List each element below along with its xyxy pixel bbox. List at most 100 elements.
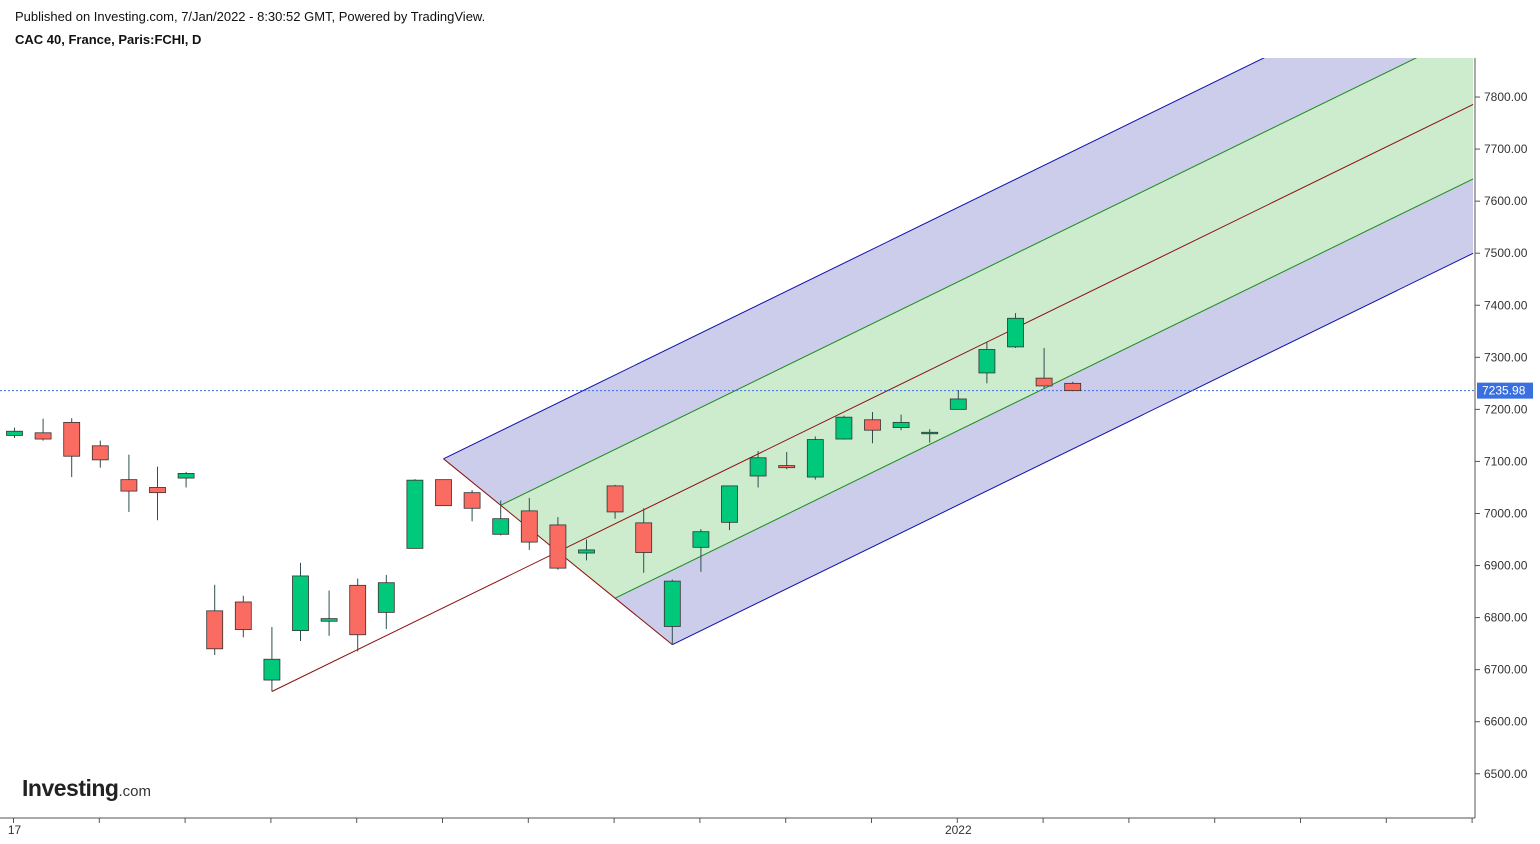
candle	[120, 454, 138, 512]
candle	[606, 484, 624, 519]
candle	[1064, 381, 1082, 392]
instrument-title: CAC 40, France, Paris:FCHI, D	[15, 32, 202, 47]
candle-body	[635, 522, 653, 553]
candle-body	[978, 349, 996, 374]
candle	[692, 529, 710, 572]
candle-body	[1064, 382, 1082, 392]
candle	[635, 508, 653, 573]
y-tick-label: 7500.00	[1484, 246, 1528, 260]
candle-body	[149, 487, 166, 494]
candle-body	[492, 518, 510, 535]
candle	[806, 436, 824, 480]
y-tick-label: 7300.00	[1484, 350, 1528, 364]
andrews-pitchfork	[271, 58, 1474, 692]
candle	[206, 584, 224, 656]
candle	[263, 626, 281, 692]
candle-body	[463, 492, 481, 509]
candle	[320, 590, 338, 636]
candle-body	[520, 510, 538, 543]
candle-body	[778, 465, 796, 469]
last-price-label: 7235.98	[1482, 384, 1526, 398]
candle	[520, 497, 538, 550]
candle	[892, 414, 910, 431]
candle-body	[320, 618, 338, 622]
y-tick-label: 6800.00	[1484, 611, 1528, 625]
candle	[292, 562, 309, 642]
candle	[149, 466, 166, 521]
candle-body	[406, 479, 424, 549]
candle-body	[263, 658, 281, 681]
candle	[778, 452, 796, 470]
pitchfork-upper-line	[443, 58, 1265, 460]
candle	[463, 490, 481, 522]
candle	[435, 479, 452, 507]
candle-body	[34, 432, 52, 440]
candle	[949, 390, 967, 410]
candle-body	[692, 531, 710, 548]
pitchfork-upper-outer-band	[443, 58, 1417, 506]
candle-body	[377, 582, 395, 613]
candle	[549, 517, 567, 570]
candle-body	[177, 472, 195, 479]
pitchfork-inner-band	[500, 58, 1474, 599]
last-price-tag	[1477, 382, 1533, 399]
y-tick-label: 6600.00	[1484, 715, 1528, 729]
investing-logo: Investing.com	[22, 775, 151, 802]
candle-body	[663, 580, 681, 627]
candle-body	[606, 485, 624, 513]
pitchfork-lower-line	[672, 252, 1474, 646]
candle-body	[120, 479, 138, 492]
candle-body	[435, 479, 452, 507]
candle-body	[892, 421, 910, 428]
y-tick-label: 6500.00	[1484, 767, 1528, 781]
y-tick-label: 7400.00	[1484, 298, 1528, 312]
logo-tld: .com	[118, 783, 151, 800]
y-tick-label: 7700.00	[1484, 142, 1528, 156]
candle-body	[63, 421, 81, 457]
candle-body	[1007, 317, 1024, 348]
candle-body	[921, 431, 939, 435]
candle	[234, 595, 252, 638]
candle	[864, 411, 881, 444]
candle	[749, 451, 767, 488]
candle	[921, 429, 939, 443]
candle-body	[549, 524, 567, 569]
candle-body	[806, 439, 824, 478]
candle	[492, 500, 510, 536]
axes: 6500.00 6600.00 6700.00 6800.00 6900.00 7000.…	[0, 58, 1533, 837]
candles-group	[6, 313, 1082, 692]
candle-body	[949, 398, 967, 410]
candle	[377, 574, 395, 630]
candle-body	[721, 485, 738, 523]
candle	[34, 418, 52, 441]
candle-body	[6, 430, 23, 436]
y-tick-label: 7800.00	[1484, 90, 1528, 104]
published-line: Published on Investing.com, 7/Jan/2022 -…	[15, 9, 486, 24]
y-tick-label: 7200.00	[1484, 402, 1528, 416]
candle-body	[578, 549, 595, 554]
candle	[1007, 313, 1024, 348]
x-tick-label: 17	[8, 823, 22, 837]
y-tick-label: 7600.00	[1484, 194, 1528, 208]
candle-body	[749, 457, 767, 477]
pitchfork-lower-outer-band	[615, 178, 1474, 645]
candle	[406, 479, 424, 549]
candle	[177, 471, 195, 488]
candle	[835, 415, 853, 440]
candle	[578, 539, 595, 561]
candle	[1035, 347, 1053, 389]
candle-body	[234, 601, 252, 630]
candle	[6, 427, 23, 438]
pitchfork-median-line	[271, 104, 1474, 692]
pitchfork-upper-inner-line	[500, 58, 1418, 506]
candle-body	[91, 445, 109, 461]
y-tick-label: 7100.00	[1484, 454, 1528, 468]
candle	[349, 578, 367, 652]
y-tick-label: 6900.00	[1484, 559, 1528, 573]
candle-body	[864, 419, 881, 431]
candle-body	[835, 416, 853, 440]
candle-body	[292, 575, 309, 632]
y-tick-label: 6700.00	[1484, 663, 1528, 677]
candle-body	[206, 610, 224, 650]
